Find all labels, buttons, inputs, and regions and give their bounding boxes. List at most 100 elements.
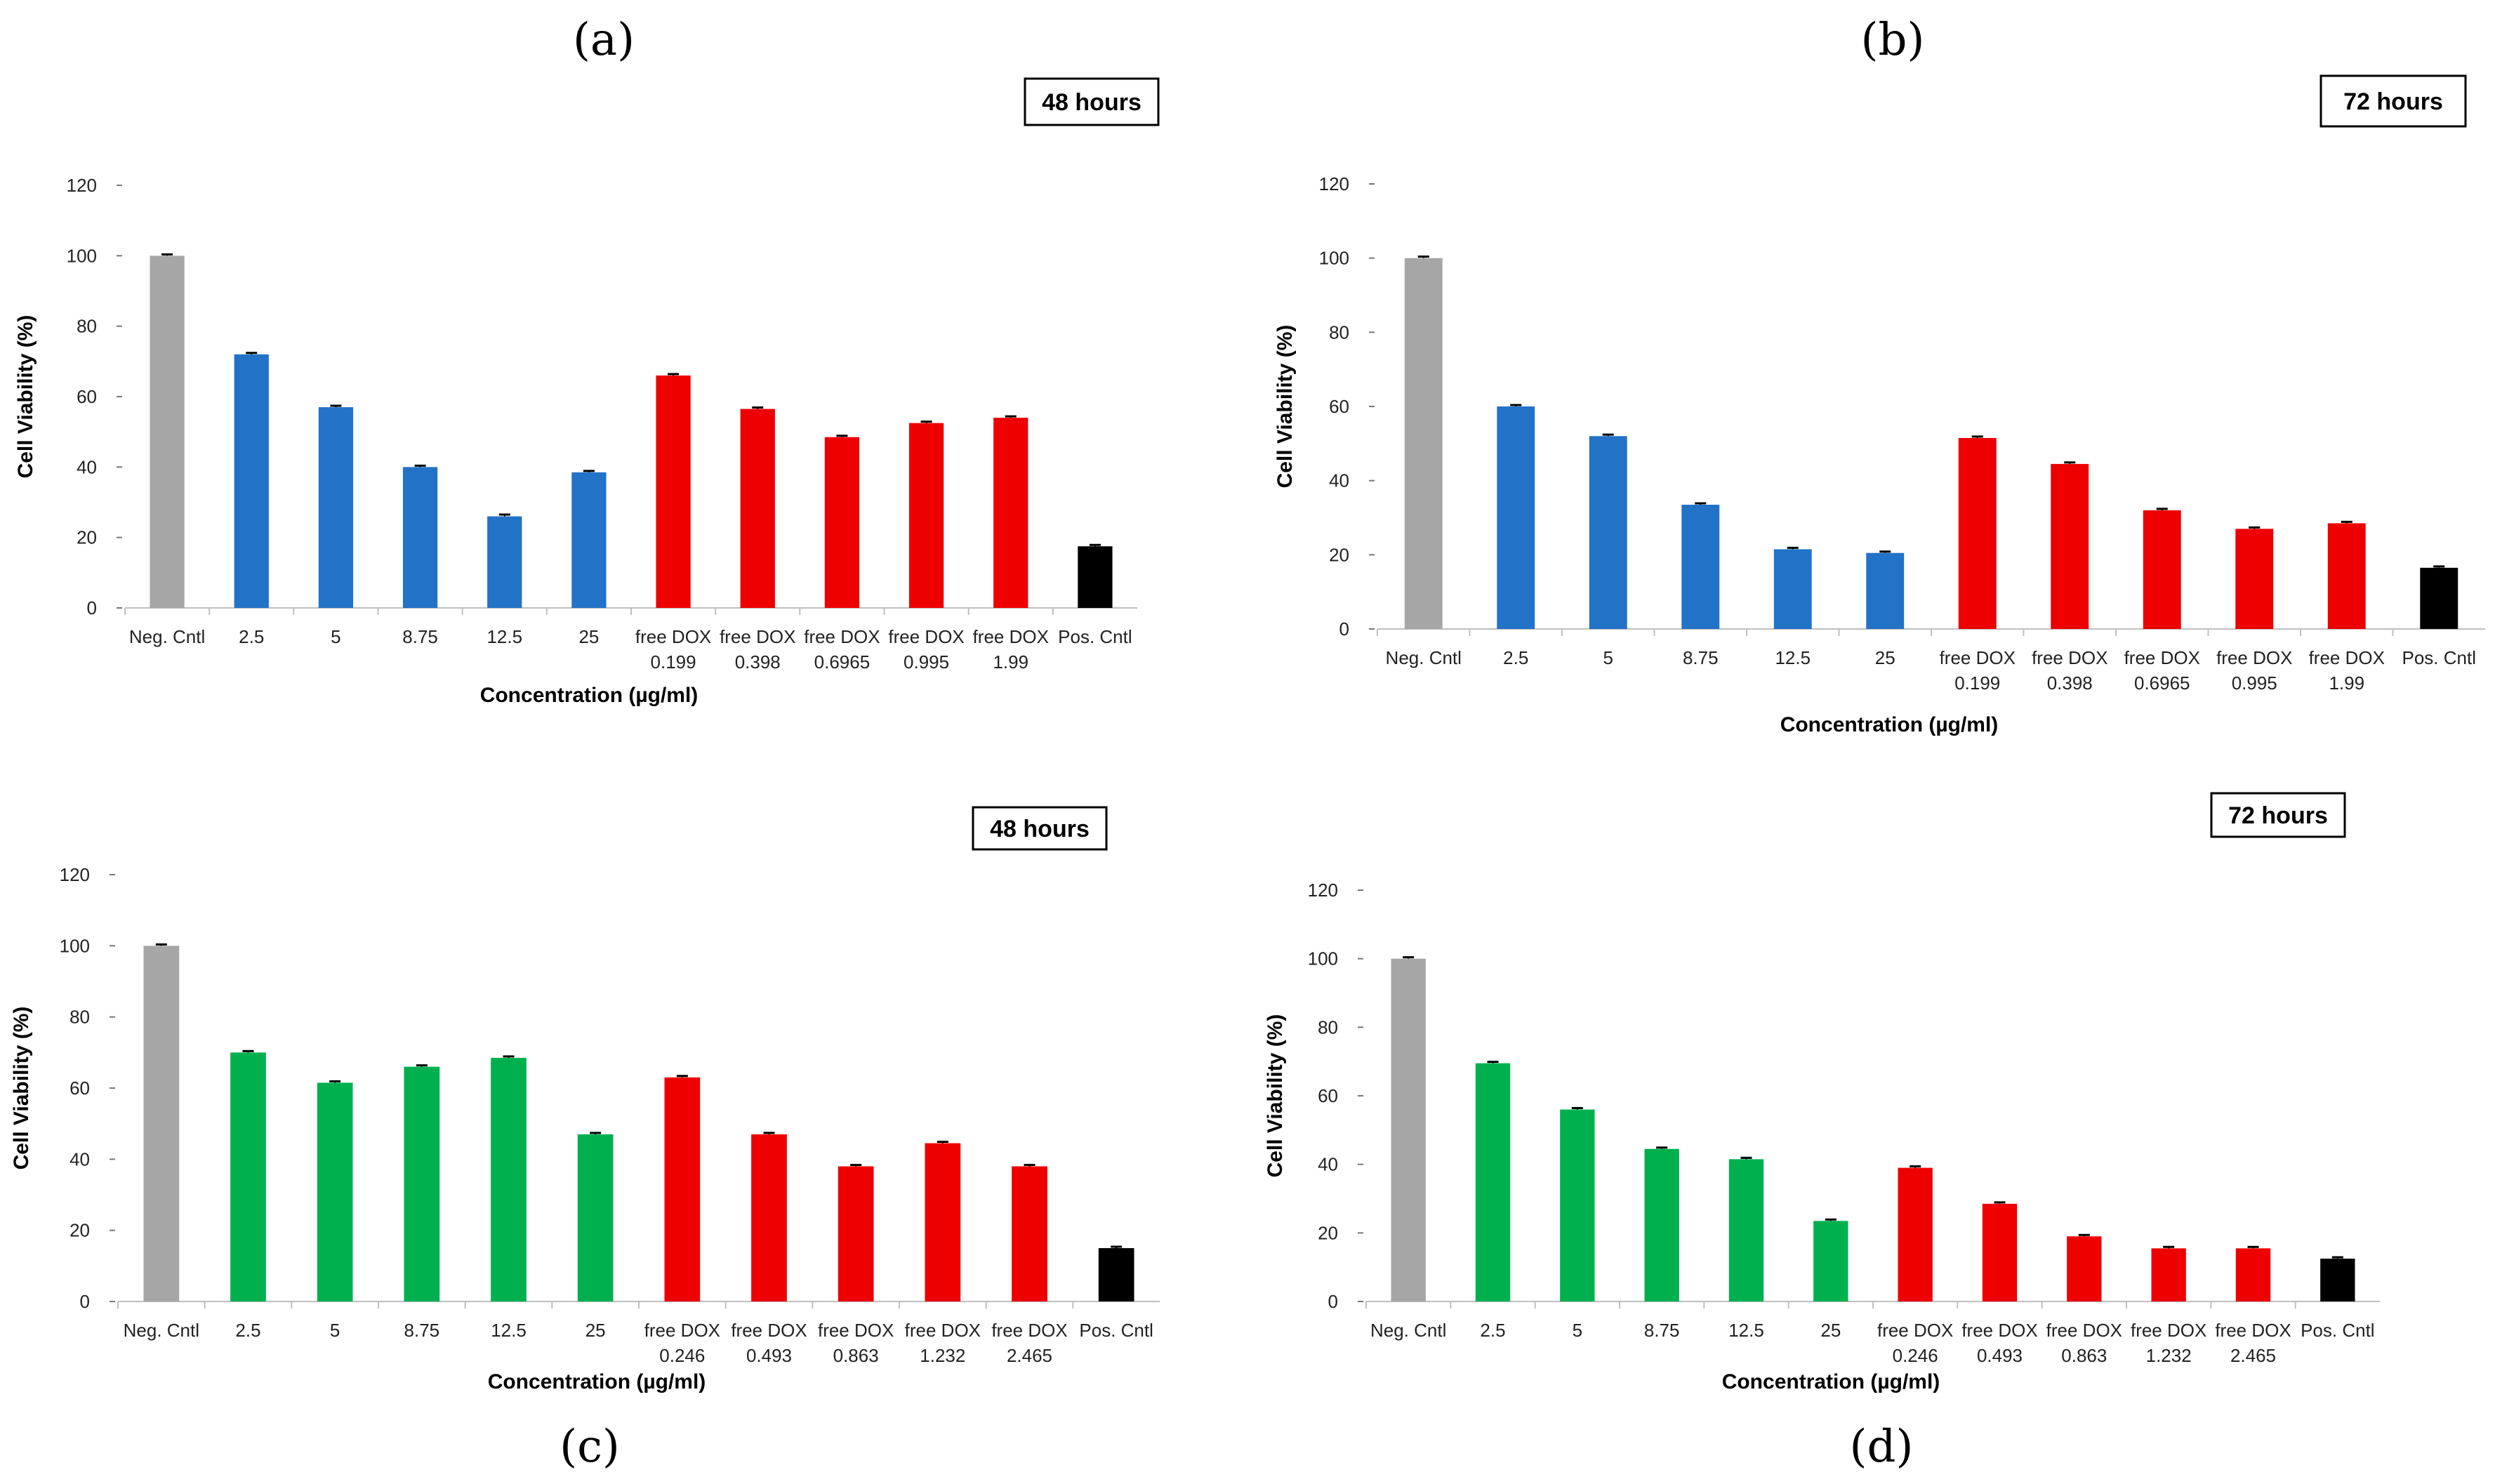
x-tick-label: Neg. Cntl (1370, 1320, 1446, 1341)
x-tick-label: Neg. Cntl (129, 626, 205, 647)
x-tick-label: free DOX (2309, 647, 2385, 668)
x-axis-title: Concentration (µg/ml) (1780, 713, 1999, 736)
y-tick-label: 120 (60, 864, 90, 885)
x-tick-label: 12.5 (491, 1320, 527, 1341)
x-tick-label: 12.5 (1775, 647, 1811, 668)
bar (487, 516, 522, 608)
x-tick-label: 0.6965 (814, 651, 871, 673)
bar (2235, 529, 2274, 629)
x-tick-label: 1.232 (2146, 1345, 2192, 1366)
x-tick-label: 0.398 (2047, 673, 2093, 694)
x-tick-label: 0.6965 (2134, 673, 2190, 694)
time-label: 72 hours (2343, 88, 2443, 115)
x-tick-label: 8.75 (1644, 1320, 1680, 1341)
x-tick-label: free DOX (991, 1320, 1067, 1341)
bar (838, 1166, 874, 1301)
bar (740, 409, 775, 608)
x-tick-label: 25 (1820, 1320, 1841, 1341)
x-tick-label: 5 (1573, 1320, 1582, 1341)
x-tick-label: 1.232 (920, 1345, 965, 1366)
bar (2320, 1258, 2355, 1301)
y-tick-label: 120 (67, 175, 97, 196)
x-tick-label: free DOX (1877, 1320, 1953, 1341)
x-tick-label: free DOX (1940, 647, 2016, 668)
y-tick-label: 80 (1329, 322, 1349, 343)
time-label: 48 hours (990, 816, 1090, 842)
x-tick-label: free DOX (973, 626, 1049, 647)
y-tick-label: 20 (1318, 1222, 1338, 1243)
x-tick-label: 0.246 (659, 1345, 705, 1366)
bar (1589, 436, 1627, 629)
bar (751, 1134, 787, 1301)
x-tick-label: 0.863 (2061, 1345, 2107, 1366)
y-tick-label: 40 (1329, 470, 1349, 491)
y-tick-label: 40 (70, 1148, 90, 1170)
x-tick-label: Neg. Cntl (1386, 647, 1462, 668)
x-tick-label: free DOX (2046, 1320, 2122, 1341)
panel-label-a: (a) (573, 14, 635, 66)
bar (318, 407, 354, 608)
x-axis-title: Concentration (µg/ml) (488, 1370, 706, 1393)
time-label-box (2319, 74, 2467, 128)
x-tick-label: free DOX (2215, 1320, 2291, 1341)
y-tick-label: 100 (1319, 248, 1349, 269)
time-label: 48 hours (1042, 89, 1141, 116)
x-tick-label: free DOX (644, 1320, 720, 1341)
bar (1681, 505, 1720, 629)
x-tick-label: Pos. Cntl (1079, 1320, 1153, 1341)
x-tick-label: free DOX (905, 1320, 981, 1341)
y-tick-label: 0 (80, 1291, 90, 1312)
x-tick-label: 2.465 (2230, 1345, 2276, 1366)
x-tick-label: free DOX (2216, 647, 2292, 668)
x-tick-label: 2.5 (1480, 1320, 1505, 1341)
bar (1813, 1221, 1848, 1301)
x-tick-label: free DOX (2124, 647, 2200, 668)
bar (317, 1082, 353, 1301)
y-tick-label: 60 (70, 1078, 90, 1099)
y-axis-title: Cell Viability (%) (1273, 325, 1297, 489)
x-axis-title: Concentration (µg/ml) (480, 684, 699, 707)
bar (150, 256, 185, 608)
y-tick-label: 0 (1328, 1291, 1338, 1312)
x-tick-label: free DOX (2131, 1320, 2206, 1341)
x-tick-label: free DOX (731, 1320, 807, 1341)
x-tick-label: 0.995 (904, 651, 949, 673)
panel-label-d: (d) (1850, 1421, 1914, 1473)
x-tick-label: 25 (585, 1320, 606, 1341)
x-tick-label: 0.863 (833, 1345, 879, 1366)
y-tick-label: 20 (70, 1220, 90, 1241)
bar (577, 1134, 614, 1301)
y-axis-title: Cell Viability (%) (14, 315, 37, 479)
y-tick-label: 20 (77, 527, 97, 548)
x-tick-label: 0.398 (735, 651, 781, 673)
x-tick-label: 0.995 (2232, 673, 2277, 694)
bar (1404, 258, 1443, 630)
x-tick-label: 0.246 (1893, 1345, 1938, 1366)
y-tick-label: 80 (77, 316, 97, 337)
x-tick-label: 0.199 (1954, 673, 2000, 694)
bar (2327, 523, 2366, 629)
bar (1497, 406, 1535, 629)
bar (993, 418, 1028, 608)
x-tick-label: free DOX (818, 1320, 894, 1341)
y-axis-title: Cell Viability (%) (10, 1007, 33, 1170)
bar (491, 1057, 527, 1301)
bar (1475, 1063, 1511, 1301)
bar (1078, 546, 1113, 608)
bar (925, 1143, 961, 1301)
bar (404, 1066, 440, 1301)
y-tick-label: 40 (1318, 1154, 1338, 1175)
x-tick-label: 12.5 (487, 626, 522, 647)
chart-d-72-hours: 0 20 40 60 80 100 120 Neg. Cntl 2.5 5 8.75 12.5 25 fr… (1264, 792, 2380, 1393)
bar (1012, 1166, 1047, 1301)
bar (143, 946, 180, 1301)
chart-b-72-hours: 0 20 40 60 80 100 120 Neg. Cntl 2.5 5 8.75 12.5 25 fr… (1273, 74, 2485, 736)
bar (2051, 463, 2089, 629)
bar (234, 354, 269, 608)
x-tick-label: Pos. Cntl (1058, 626, 1132, 647)
bar (2067, 1236, 2102, 1301)
panel-label-c: (c) (560, 1421, 620, 1473)
y-tick-label: 60 (1318, 1085, 1338, 1106)
x-tick-label: Pos. Cntl (2402, 647, 2477, 668)
